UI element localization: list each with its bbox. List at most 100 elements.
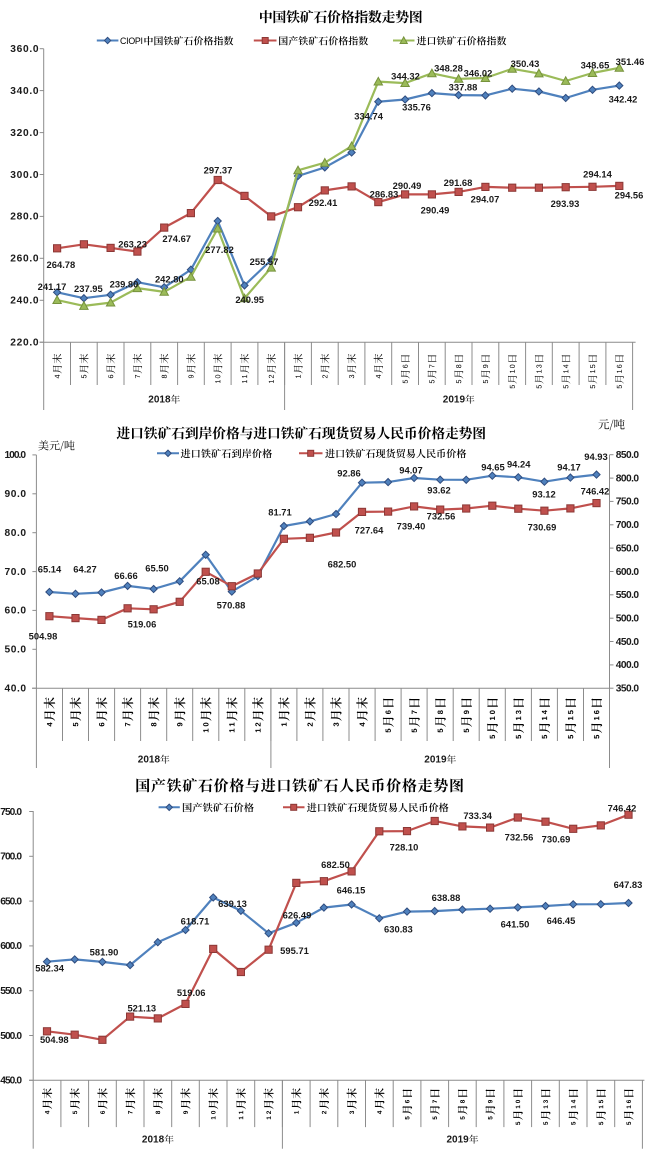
svg-text:334.74: 334.74 bbox=[354, 110, 383, 121]
svg-text:2019: 2019 bbox=[447, 1135, 470, 1146]
svg-text:626.49: 626.49 bbox=[283, 910, 312, 921]
svg-text:65.50: 65.50 bbox=[145, 562, 168, 573]
svg-text:90.0: 90.0 bbox=[5, 489, 27, 500]
svg-text:94.65: 94.65 bbox=[481, 461, 504, 472]
svg-text:293.93: 293.93 bbox=[551, 198, 580, 209]
svg-text:733.34: 733.34 bbox=[463, 810, 492, 821]
svg-text:300.0: 300.0 bbox=[10, 170, 39, 181]
svg-text:65.14: 65.14 bbox=[38, 563, 62, 574]
svg-text:550.0: 550.0 bbox=[0, 986, 22, 997]
svg-text:2019: 2019 bbox=[424, 755, 447, 766]
svg-text:682.50: 682.50 bbox=[321, 859, 350, 870]
svg-text:260.0: 260.0 bbox=[10, 254, 39, 265]
svg-text:2019: 2019 bbox=[443, 395, 466, 406]
svg-text:504.98: 504.98 bbox=[40, 1034, 69, 1045]
svg-text:500.0: 500.0 bbox=[616, 614, 640, 625]
svg-text:93.12: 93.12 bbox=[532, 488, 555, 499]
svg-text:348.65: 348.65 bbox=[581, 59, 610, 70]
svg-text:239.80: 239.80 bbox=[110, 278, 139, 289]
svg-text:66.66: 66.66 bbox=[114, 570, 137, 581]
svg-text:2018: 2018 bbox=[148, 395, 171, 406]
svg-text:504.98: 504.98 bbox=[29, 630, 58, 641]
svg-text:280.0: 280.0 bbox=[10, 212, 39, 223]
svg-text:346.02: 346.02 bbox=[464, 67, 493, 78]
svg-text:600.0: 600.0 bbox=[0, 941, 22, 952]
svg-text:94.07: 94.07 bbox=[399, 464, 422, 475]
svg-text:521.13: 521.13 bbox=[127, 1002, 156, 1013]
svg-text:650.0: 650.0 bbox=[0, 896, 22, 907]
svg-text:92.86: 92.86 bbox=[337, 467, 360, 478]
svg-text:294.07: 294.07 bbox=[471, 193, 500, 204]
svg-text:750.0: 750.0 bbox=[0, 807, 22, 818]
svg-text:646.45: 646.45 bbox=[547, 915, 576, 926]
svg-text:350.43: 350.43 bbox=[511, 58, 540, 69]
svg-text:351.46: 351.46 bbox=[616, 56, 645, 67]
svg-text:682.50: 682.50 bbox=[328, 558, 357, 569]
svg-text:360.0: 360.0 bbox=[10, 44, 39, 55]
svg-text:519.06: 519.06 bbox=[128, 618, 157, 629]
svg-text:60.0: 60.0 bbox=[5, 606, 27, 617]
svg-text:64.27: 64.27 bbox=[73, 563, 96, 574]
svg-text:342.42: 342.42 bbox=[609, 93, 638, 104]
svg-text:570.88: 570.88 bbox=[217, 599, 246, 610]
svg-text:581.90: 581.90 bbox=[90, 947, 119, 958]
svg-text:240.95: 240.95 bbox=[235, 294, 264, 305]
svg-text:297.37: 297.37 bbox=[204, 165, 233, 176]
svg-text:732.56: 732.56 bbox=[505, 831, 534, 842]
svg-text:647.83: 647.83 bbox=[614, 879, 643, 890]
svg-text:519.06: 519.06 bbox=[177, 987, 206, 998]
svg-text:400.0: 400.0 bbox=[616, 660, 640, 671]
svg-text:94.93: 94.93 bbox=[584, 451, 607, 462]
svg-text:255.57: 255.57 bbox=[250, 256, 279, 267]
svg-text:294.14: 294.14 bbox=[583, 168, 612, 179]
svg-text:94.24: 94.24 bbox=[507, 458, 531, 469]
svg-text:730.69: 730.69 bbox=[542, 833, 571, 844]
svg-text:595.71: 595.71 bbox=[280, 945, 309, 956]
svg-text:641.50: 641.50 bbox=[501, 918, 530, 929]
svg-text:80.0: 80.0 bbox=[5, 528, 27, 539]
svg-text:335.76: 335.76 bbox=[402, 101, 431, 112]
svg-text:727.64: 727.64 bbox=[355, 524, 384, 535]
svg-text:264.78: 264.78 bbox=[47, 259, 76, 270]
svg-text:450.0: 450.0 bbox=[0, 1076, 22, 1087]
svg-text:739.40: 739.40 bbox=[397, 520, 426, 531]
svg-text:337.88: 337.88 bbox=[449, 81, 478, 92]
svg-text:241.17: 241.17 bbox=[38, 281, 67, 292]
svg-text:700.0: 700.0 bbox=[0, 852, 22, 863]
svg-text:650.0: 650.0 bbox=[616, 543, 640, 554]
svg-text:81.71: 81.71 bbox=[268, 506, 291, 517]
svg-text:263.23: 263.23 bbox=[118, 238, 147, 249]
svg-text:290.49: 290.49 bbox=[393, 180, 422, 191]
svg-text:730.69: 730.69 bbox=[528, 521, 557, 532]
svg-text:850.0: 850.0 bbox=[616, 450, 640, 461]
svg-text:746.42: 746.42 bbox=[581, 485, 610, 496]
svg-text:700.0: 700.0 bbox=[616, 520, 640, 531]
svg-text:500.0: 500.0 bbox=[0, 1031, 22, 1042]
svg-text:277.82: 277.82 bbox=[205, 244, 234, 255]
svg-text:94.17: 94.17 bbox=[557, 461, 580, 472]
svg-text:290.49: 290.49 bbox=[421, 204, 450, 215]
svg-text:286.83: 286.83 bbox=[370, 188, 399, 199]
svg-text:340.0: 340.0 bbox=[10, 86, 39, 97]
svg-text:242.80: 242.80 bbox=[155, 273, 184, 284]
svg-text:646.15: 646.15 bbox=[337, 884, 366, 895]
svg-text:2018: 2018 bbox=[138, 755, 161, 766]
svg-text:237.95: 237.95 bbox=[74, 283, 103, 294]
svg-text:70.0: 70.0 bbox=[5, 567, 27, 578]
svg-text:600.0: 600.0 bbox=[616, 567, 640, 578]
svg-text:750.0: 750.0 bbox=[616, 497, 640, 508]
svg-text:320.0: 320.0 bbox=[10, 128, 39, 139]
svg-text:348.28: 348.28 bbox=[434, 62, 463, 73]
svg-text:CIOPI: CIOPI bbox=[120, 36, 143, 46]
svg-text:220.0: 220.0 bbox=[10, 338, 39, 349]
svg-text:291.68: 291.68 bbox=[444, 177, 473, 188]
svg-text:618.71: 618.71 bbox=[181, 915, 210, 926]
svg-text:800.0: 800.0 bbox=[616, 473, 640, 484]
svg-text:638.88: 638.88 bbox=[432, 892, 461, 903]
svg-text:240.0: 240.0 bbox=[10, 296, 39, 307]
svg-text:274.67: 274.67 bbox=[162, 233, 191, 244]
svg-text:732.56: 732.56 bbox=[427, 510, 456, 521]
svg-text:550.0: 550.0 bbox=[616, 590, 640, 601]
svg-text:582.34: 582.34 bbox=[35, 963, 64, 974]
svg-text:344.32: 344.32 bbox=[391, 70, 420, 81]
